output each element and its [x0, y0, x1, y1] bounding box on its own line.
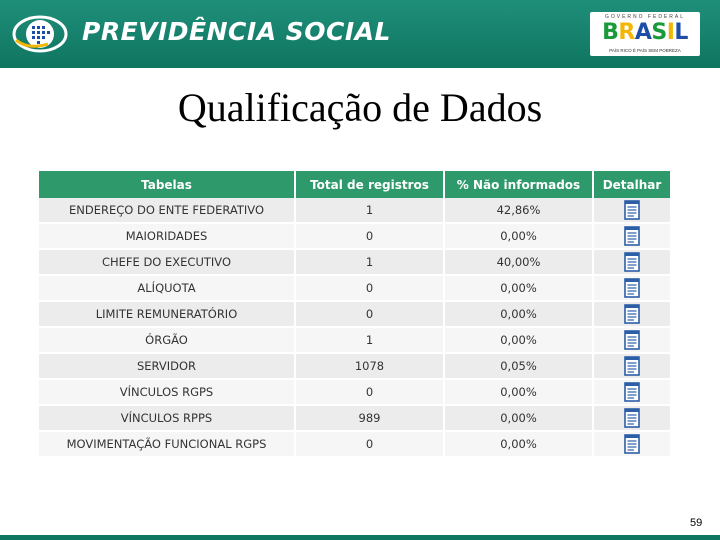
column-header-total[interactable]: Total de registros [296, 171, 443, 198]
govt-label: GOVERNO FEDERAL [604, 14, 685, 20]
cell-total-registros: 0 [296, 276, 443, 302]
table-row: VÍNCULOS RGPS 0 0,00% [39, 380, 670, 406]
cell-nao-informados: 0,00% [445, 432, 592, 458]
cell-total-registros: 0 [296, 224, 443, 250]
header-banner: PREVIDÊNCIA SOCIAL GOVERNO FEDERAL BRASI… [0, 0, 720, 68]
cell-tabela: ÓRGÃO [39, 328, 294, 354]
cell-total-registros: 1 [296, 250, 443, 276]
cell-total-registros: 1 [296, 198, 443, 224]
govt-slogan: PAÍS RICO É PAÍS SEM POBREZA [609, 48, 681, 53]
cell-tabela: MOVIMENTAÇÃO FUNCIONAL RGPS [39, 432, 294, 458]
cell-detalhar [594, 302, 670, 328]
cell-total-registros: 0 [296, 432, 443, 458]
detail-document-icon[interactable] [624, 434, 640, 454]
cell-detalhar [594, 406, 670, 432]
cell-tabela: MAIORIDADES [39, 224, 294, 250]
column-header-tabelas[interactable]: Tabelas [39, 171, 294, 198]
cell-detalhar [594, 328, 670, 354]
cell-total-registros: 1078 [296, 354, 443, 380]
table-row: MAIORIDADES 0 0,00% [39, 224, 670, 250]
cell-detalhar [594, 250, 670, 276]
cell-nao-informados: 0,00% [445, 224, 592, 250]
cell-detalhar [594, 380, 670, 406]
table-row: LIMITE REMUNERATÓRIO 0 0,00% [39, 302, 670, 328]
cell-detalhar [594, 198, 670, 224]
cell-nao-informados: 0,00% [445, 276, 592, 302]
page-title: Qualificação de Dados [177, 85, 543, 130]
detail-document-icon[interactable] [624, 382, 640, 402]
cell-tabela: ENDEREÇO DO ENTE FEDERATIVO [39, 198, 294, 224]
detail-document-icon[interactable] [624, 200, 640, 220]
cell-tabela: CHEFE DO EXECUTIVO [39, 250, 294, 276]
cell-total-registros: 0 [296, 302, 443, 328]
cell-detalhar [594, 276, 670, 302]
cell-detalhar [594, 354, 670, 380]
cell-nao-informados: 0,00% [445, 302, 592, 328]
column-header-detalhar[interactable]: Detalhar [594, 171, 670, 198]
detail-document-icon[interactable] [624, 226, 640, 246]
table-row: ALÍQUOTA 0 0,00% [39, 276, 670, 302]
cell-total-registros: 1 [296, 328, 443, 354]
table-row: CHEFE DO EXECUTIVO 1 40,00% [39, 250, 670, 276]
table-row: ENDEREÇO DO ENTE FEDERATIVO 1 42,86% [39, 198, 670, 224]
cell-detalhar [594, 224, 670, 250]
detail-document-icon[interactable] [624, 304, 640, 324]
governo-federal-logo: GOVERNO FEDERAL BRASIL PAÍS RICO É PAÍS … [590, 12, 700, 56]
detail-document-icon[interactable] [624, 408, 640, 428]
detail-document-icon[interactable] [624, 356, 640, 376]
cell-total-registros: 989 [296, 406, 443, 432]
detail-document-icon[interactable] [624, 330, 640, 350]
page-number: 59 [690, 517, 703, 529]
table-header-row: Tabelas Total de registros % Não informa… [39, 171, 670, 198]
detail-document-icon[interactable] [624, 252, 640, 272]
cell-nao-informados: 0,05% [445, 354, 592, 380]
cell-nao-informados: 0,00% [445, 406, 592, 432]
brasil-wordmark: BRASIL [596, 21, 694, 45]
cell-nao-informados: 0,00% [445, 328, 592, 354]
qualification-table: Tabelas Total de registros % Não informa… [37, 171, 672, 458]
table-row: SERVIDOR 1078 0,05% [39, 354, 670, 380]
cell-nao-informados: 0,00% [445, 380, 592, 406]
cell-tabela: ALÍQUOTA [39, 276, 294, 302]
brasil-wordmark-text: BRASIL [602, 20, 688, 45]
column-header-nao-informados[interactable]: % Não informados [445, 171, 592, 198]
cell-tabela: SERVIDOR [39, 354, 294, 380]
cell-total-registros: 0 [296, 380, 443, 406]
detail-document-icon[interactable] [624, 278, 640, 298]
footer-bar [0, 535, 720, 540]
cell-tabela: LIMITE REMUNERATÓRIO [39, 302, 294, 328]
cell-tabela: VÍNCULOS RPPS [39, 406, 294, 432]
cell-tabela: VÍNCULOS RGPS [39, 380, 294, 406]
previdencia-logo-icon [12, 15, 68, 53]
cell-nao-informados: 42,86% [445, 198, 592, 224]
banner-title: PREVIDÊNCIA SOCIAL [82, 17, 391, 46]
cell-detalhar [594, 432, 670, 458]
table-row: ÓRGÃO 1 0,00% [39, 328, 670, 354]
table-row: MOVIMENTAÇÃO FUNCIONAL RGPS 0 0,00% [39, 432, 670, 458]
cell-nao-informados: 40,00% [445, 250, 592, 276]
table-body: ENDEREÇO DO ENTE FEDERATIVO 1 42,86% MAIORI… [39, 198, 670, 458]
table-row: VÍNCULOS RPPS 989 0,00% [39, 406, 670, 432]
